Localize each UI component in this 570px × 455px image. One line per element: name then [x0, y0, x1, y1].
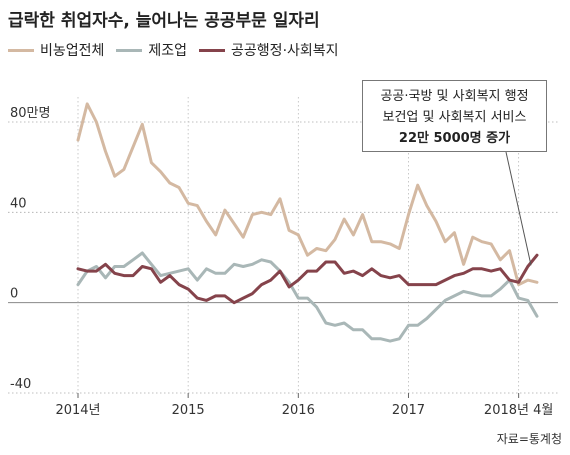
legend-item-public: 공공행정·사회복지: [199, 40, 339, 60]
y-tick-label: 80만명: [10, 106, 50, 121]
x-tick-label: 2016: [282, 403, 315, 418]
chart-title: 급락한 취업자수, 늘어나는 공공부문 일자리: [8, 11, 320, 31]
series-line-public: [76, 253, 539, 305]
source-note: 자료=통계청: [496, 432, 562, 446]
y-tick-label: -40: [10, 377, 31, 392]
annotation-line-2: 보건업 및 사회복지 서비스: [382, 110, 527, 125]
legend-label-nonfarm: 비농업전체: [40, 43, 105, 59]
annotation-pointer: [505, 151, 532, 266]
y-tick-label: 40: [10, 196, 27, 211]
series-line-manufacturing: [76, 251, 539, 343]
legend-swatch-nonfarm: [8, 48, 34, 52]
annotation-line-3: 22만 5000명 증가: [398, 131, 511, 146]
legend-item-nonfarm: 비농업전체: [8, 40, 104, 60]
annotation-callout: 공공·국방 및 사회복지 행정 보건업 및 사회복지 서비스 22만 5000명…: [362, 80, 547, 152]
x-tick-label: 2014년: [55, 403, 100, 418]
x-tick-label: 2017: [392, 403, 425, 418]
legend-label-public: 공공행정·사회복지: [231, 43, 339, 59]
legend-swatch-manufacturing: [116, 48, 143, 52]
x-tick-label: 2018년 4월: [484, 403, 553, 418]
y-tick-label: 0: [10, 287, 18, 302]
series-line-nonfarm: [76, 102, 539, 287]
legend-swatch-public: [199, 48, 226, 52]
legend-label-manufacturing: 제조업: [148, 43, 188, 59]
annotation-line-1: 공공·국방 및 사회복지 행정: [380, 89, 529, 104]
legend: 비농업전체 제조업 공공행정·사회복지: [8, 40, 351, 60]
legend-item-manufacturing: 제조업: [116, 40, 187, 60]
x-tick-label: 2015: [172, 403, 205, 418]
